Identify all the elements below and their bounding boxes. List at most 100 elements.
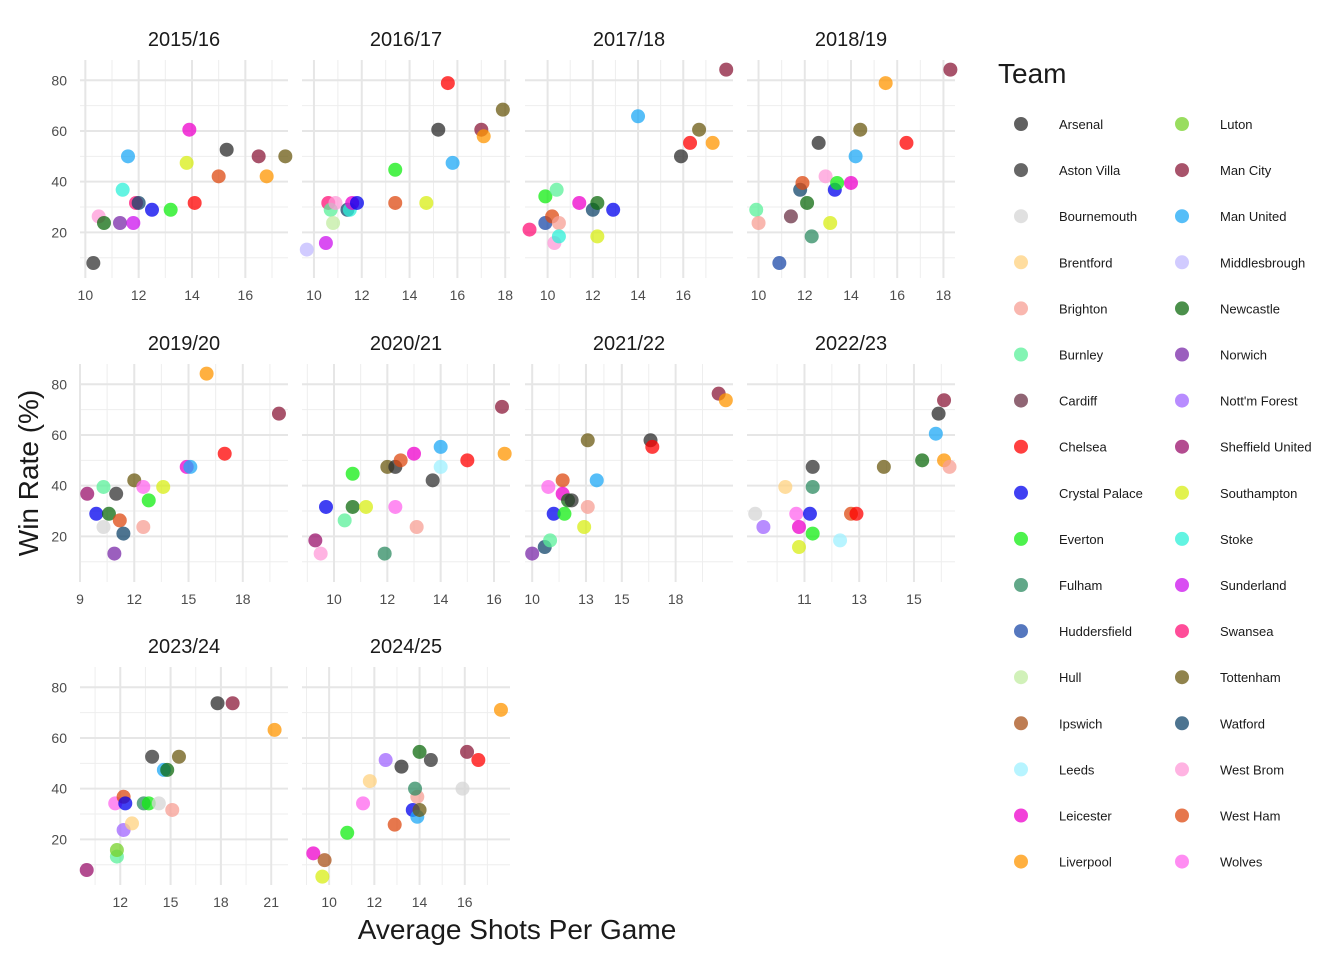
data-point xyxy=(495,399,509,414)
legend-key xyxy=(1175,854,1189,869)
data-point xyxy=(313,546,328,561)
legend-label: Sheffield United xyxy=(1220,440,1312,455)
x-tick-label: 18 xyxy=(213,894,229,910)
legend-item: Stoke xyxy=(1175,531,1253,547)
data-point xyxy=(928,426,943,441)
data-point xyxy=(412,744,427,759)
legend-key xyxy=(1175,808,1189,823)
legend-key xyxy=(1014,531,1028,546)
legend-item: Burnley xyxy=(1014,347,1104,363)
panel-title: 2024/25 xyxy=(370,636,442,658)
data-point xyxy=(433,439,448,454)
legend-label: Leicester xyxy=(1059,809,1112,824)
data-point xyxy=(107,546,122,561)
x-tick-label: 14 xyxy=(402,287,418,303)
data-point xyxy=(125,816,139,831)
data-point xyxy=(141,796,156,811)
data-point xyxy=(844,175,858,190)
data-point xyxy=(278,149,293,164)
data-point xyxy=(145,202,159,217)
legend-item: Southampton xyxy=(1175,485,1297,501)
data-point xyxy=(388,499,403,514)
data-point xyxy=(126,215,141,230)
y-tick-label: 60 xyxy=(51,427,67,443)
legend-key xyxy=(1175,531,1189,546)
data-point xyxy=(182,122,197,137)
y-axis-title: Win Rate (%) xyxy=(13,390,44,556)
legend-label: Cardiff xyxy=(1059,394,1097,409)
data-point xyxy=(455,781,470,796)
legend-key xyxy=(1014,347,1028,362)
legend-key xyxy=(1014,163,1028,178)
data-point xyxy=(425,473,440,488)
legend-label: Ipswich xyxy=(1059,716,1102,731)
data-point xyxy=(251,149,266,164)
legend-item: Luton xyxy=(1175,117,1253,132)
data-point xyxy=(412,802,427,817)
data-point xyxy=(86,256,101,271)
x-tick-label: 10 xyxy=(321,894,337,910)
x-tick-label: 12 xyxy=(797,287,813,303)
x-tick-label: 12 xyxy=(126,591,142,607)
x-tick-label: 14 xyxy=(630,287,646,303)
facet-panels: 2015/16 10 12 14 16 20 40 60 80 2016/17 10 12 14 16 18… xyxy=(51,29,958,910)
data-point xyxy=(423,753,438,768)
x-tick-label: 14 xyxy=(184,287,200,303)
legend-label: Swansea xyxy=(1220,624,1274,639)
facet-panel: 2017/18 10 12 14 16 xyxy=(522,29,734,303)
data-point xyxy=(388,195,403,210)
data-point xyxy=(580,499,595,514)
x-tick-label: 10 xyxy=(78,287,94,303)
legend-item: Man City xyxy=(1175,163,1272,178)
x-tick-label: 16 xyxy=(457,894,473,910)
x-tick-label: 9 xyxy=(76,591,84,607)
legend-item: Huddersfield xyxy=(1014,624,1132,639)
legend-item: Crystal Palace xyxy=(1014,485,1143,501)
legend-label: Wolves xyxy=(1220,855,1263,870)
data-point xyxy=(476,129,491,144)
x-tick-label: 10 xyxy=(540,287,556,303)
legend-key xyxy=(1175,485,1189,500)
data-point xyxy=(319,499,333,514)
x-tick-label: 18 xyxy=(497,287,513,303)
x-tick-label: 13 xyxy=(851,591,867,607)
data-point xyxy=(756,519,771,534)
data-point xyxy=(145,749,160,764)
data-point xyxy=(79,863,94,878)
legend-key xyxy=(1014,854,1028,869)
data-point xyxy=(823,215,838,230)
data-point xyxy=(899,135,914,150)
y-tick-label: 20 xyxy=(51,831,67,847)
panel-title: 2016/17 xyxy=(370,29,442,51)
x-tick-label: 15 xyxy=(181,591,197,607)
data-point xyxy=(942,459,957,474)
y-tick-label: 80 xyxy=(51,679,67,695)
x-tick-label: 12 xyxy=(367,894,383,910)
data-point xyxy=(118,796,133,811)
legend-item: Leicester xyxy=(1014,808,1112,824)
legend-key xyxy=(1014,762,1028,777)
data-point xyxy=(572,195,587,210)
data-point xyxy=(848,149,863,164)
legend-title: Team xyxy=(998,58,1066,89)
data-point xyxy=(805,526,820,541)
data-point xyxy=(804,229,819,244)
data-point xyxy=(778,479,793,494)
x-tick-label: 10 xyxy=(751,287,767,303)
data-point xyxy=(163,202,178,217)
data-point xyxy=(811,135,826,150)
data-point xyxy=(833,533,848,548)
legend-key xyxy=(1014,209,1028,224)
data-point xyxy=(409,519,424,534)
data-point xyxy=(849,506,864,521)
legend-label: Crystal Palace xyxy=(1059,486,1143,501)
facet-panel: 2022/23 11 13 15 xyxy=(747,333,957,607)
legend-label: Leeds xyxy=(1059,762,1095,777)
legend-item: Man United xyxy=(1175,209,1286,224)
data-point xyxy=(97,215,111,230)
x-tick-label: 15 xyxy=(906,591,922,607)
legend-item: West Ham xyxy=(1175,808,1280,824)
legend-item: Sunderland xyxy=(1175,578,1287,593)
data-point xyxy=(388,162,403,177)
x-tick-label: 15 xyxy=(614,591,630,607)
